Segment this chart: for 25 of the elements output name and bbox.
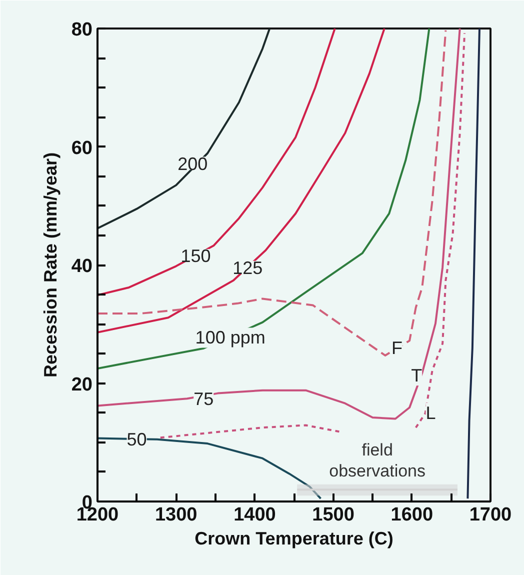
- annotation: 150: [180, 246, 211, 266]
- annotation: 75: [194, 389, 214, 410]
- line-series: [98, 28, 271, 230]
- x-tick-label: 1400: [234, 504, 276, 526]
- y-tick-label: 60: [71, 138, 93, 159]
- annotation: T: [411, 366, 422, 386]
- y-tick-label: 80: [71, 20, 93, 40]
- annotation: 200: [178, 154, 208, 174]
- line-series: [466, 28, 480, 500]
- x-tick-label: 1300: [154, 504, 198, 526]
- line-series: [98, 28, 336, 296]
- x-tick-label: 1500: [312, 504, 354, 526]
- annotation: 100 ppm: [195, 328, 266, 348]
- line-series: [98, 28, 461, 420]
- y-axis-title: Recession Rate (mm/year): [40, 152, 60, 378]
- y-tick-label: 40: [71, 256, 93, 277]
- series-label: field observations: [329, 440, 426, 480]
- annotation: F: [391, 338, 402, 358]
- x-tick-label: 1600: [390, 504, 434, 526]
- annotation: L: [426, 402, 436, 423]
- x-tick-label: 1700: [469, 504, 512, 526]
- annotation: 125: [232, 258, 263, 278]
- x-axis-title: Crown Temperature (C): [194, 528, 394, 548]
- y-tick-label: 20: [71, 374, 93, 396]
- annotation: 50: [126, 429, 147, 450]
